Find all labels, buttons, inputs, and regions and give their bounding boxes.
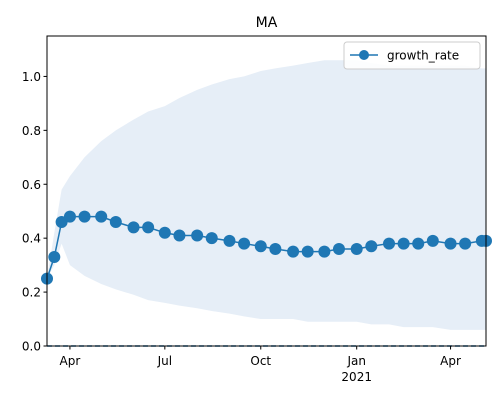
data-point-marker	[426, 234, 439, 247]
data-point-marker	[269, 242, 282, 255]
data-point-marker	[301, 245, 314, 258]
data-point-marker	[332, 242, 345, 255]
y-tick-label: 0.8	[22, 124, 41, 138]
x-tick-label: Jan	[346, 354, 366, 368]
data-point-marker	[459, 237, 472, 250]
data-point-marker	[158, 226, 171, 239]
y-tick-label: 0.4	[22, 232, 41, 246]
data-point-marker	[142, 221, 155, 234]
legend: growth_rate	[343, 41, 481, 70]
data-point-marker	[254, 240, 267, 253]
y-tick-label: 1.0	[22, 70, 41, 84]
data-point-marker	[383, 237, 396, 250]
data-point-marker	[127, 221, 140, 234]
data-point-marker	[397, 237, 410, 250]
data-point-marker	[287, 245, 300, 258]
y-tick-label: 0.0	[22, 340, 41, 354]
x-tick-year-label: 2021	[341, 370, 372, 384]
legend-label: growth_rate	[387, 49, 459, 63]
data-point-marker	[191, 229, 204, 242]
data-point-marker	[238, 237, 251, 250]
x-axis: Apr Jul Oct Jan 2021 Apr	[60, 346, 461, 384]
growth-rate-markers	[41, 210, 492, 285]
legend-box	[343, 41, 481, 70]
data-point-marker	[78, 210, 91, 223]
x-tick-label: Apr	[60, 354, 81, 368]
data-point-marker	[444, 237, 457, 250]
data-point-marker	[173, 229, 186, 242]
chart-title: MA	[256, 15, 278, 31]
data-point-marker	[48, 251, 61, 264]
data-point-marker	[350, 242, 363, 255]
data-point-marker	[205, 232, 218, 245]
legend-marker-sample	[359, 50, 369, 60]
confidence-band	[47, 60, 486, 330]
data-point-marker	[95, 210, 108, 223]
axes-frame	[46, 35, 487, 347]
x-tick-label: Jul	[157, 354, 172, 368]
x-tick-label: Apr	[440, 354, 461, 368]
x-tick-label: Oct	[250, 354, 271, 368]
data-point-marker	[109, 216, 122, 228]
data-point-marker	[318, 245, 331, 258]
data-point-marker	[412, 237, 425, 250]
y-axis: 0.0 0.2 0.4 0.6 0.8 1.0	[22, 70, 47, 354]
data-point-marker	[365, 240, 378, 253]
data-point-marker	[63, 210, 76, 223]
data-point-marker	[223, 234, 236, 247]
y-tick-label: 0.6	[22, 178, 41, 192]
y-tick-label: 0.2	[22, 286, 41, 300]
